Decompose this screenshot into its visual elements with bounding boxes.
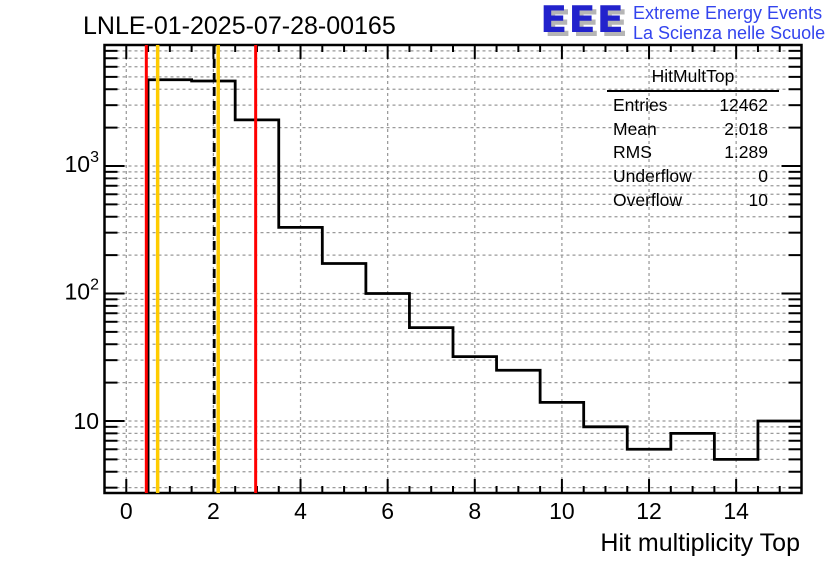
x-tick-label: 6	[381, 498, 394, 524]
stats-value: 2.018	[724, 118, 768, 139]
y-tick-label: 102	[65, 277, 100, 305]
stats-label: Underflow	[613, 166, 692, 187]
stats-box: HitMultTop Entries 12462 Mean 2.018 RMS …	[607, 66, 779, 211]
x-tick-label: 2	[207, 498, 220, 524]
stats-label: Entries	[613, 94, 668, 115]
eee-logo-text: Extreme Energy Events La Scienza nelle S…	[633, 0, 825, 43]
stats-value: 10	[748, 189, 768, 210]
stats-row-rms: RMS 1.289	[607, 140, 779, 164]
x-tick-label: 12	[636, 498, 662, 524]
y-tick-label: 10	[73, 408, 99, 434]
stats-label: Overflow	[613, 189, 683, 210]
x-tick-label: 0	[120, 498, 133, 524]
stats-label: Mean	[613, 118, 657, 139]
histogram-line	[146, 78, 802, 493]
stats-row-overflow: Overflow 10	[607, 187, 779, 211]
plot-frame	[103, 43, 803, 495]
x-tick-label: 10	[549, 498, 575, 524]
stats-row-mean: Mean 2.018	[607, 116, 779, 140]
y-tick-label: 103	[65, 149, 100, 177]
stats-value: 0	[758, 166, 768, 187]
stats-header: HitMultTop	[607, 66, 779, 92]
stats-value: 12462	[719, 94, 768, 115]
x-axis-title: Hit multiplicity Top	[600, 529, 800, 557]
x-tick-label: 14	[723, 498, 749, 524]
stats-row-entries: Entries 12462	[607, 92, 779, 116]
stats-value: 1.289	[724, 142, 768, 163]
eee-logo-letters: EEE	[540, 0, 625, 42]
eee-logo: EEE Extreme Energy Events La Scienza nel…	[540, 0, 825, 44]
eee-logo-line1: Extreme Energy Events	[632, 3, 823, 23]
eee-logo-line2: La Scienza nelle Scuole	[632, 23, 826, 43]
stats-label: RMS	[613, 142, 652, 163]
x-tick-label: 8	[468, 498, 481, 524]
x-tick-label: 4	[294, 498, 307, 524]
stats-row-underflow: Underflow 0	[607, 163, 779, 187]
plot-title: LNLE-01-2025-07-28-00165	[83, 12, 396, 40]
